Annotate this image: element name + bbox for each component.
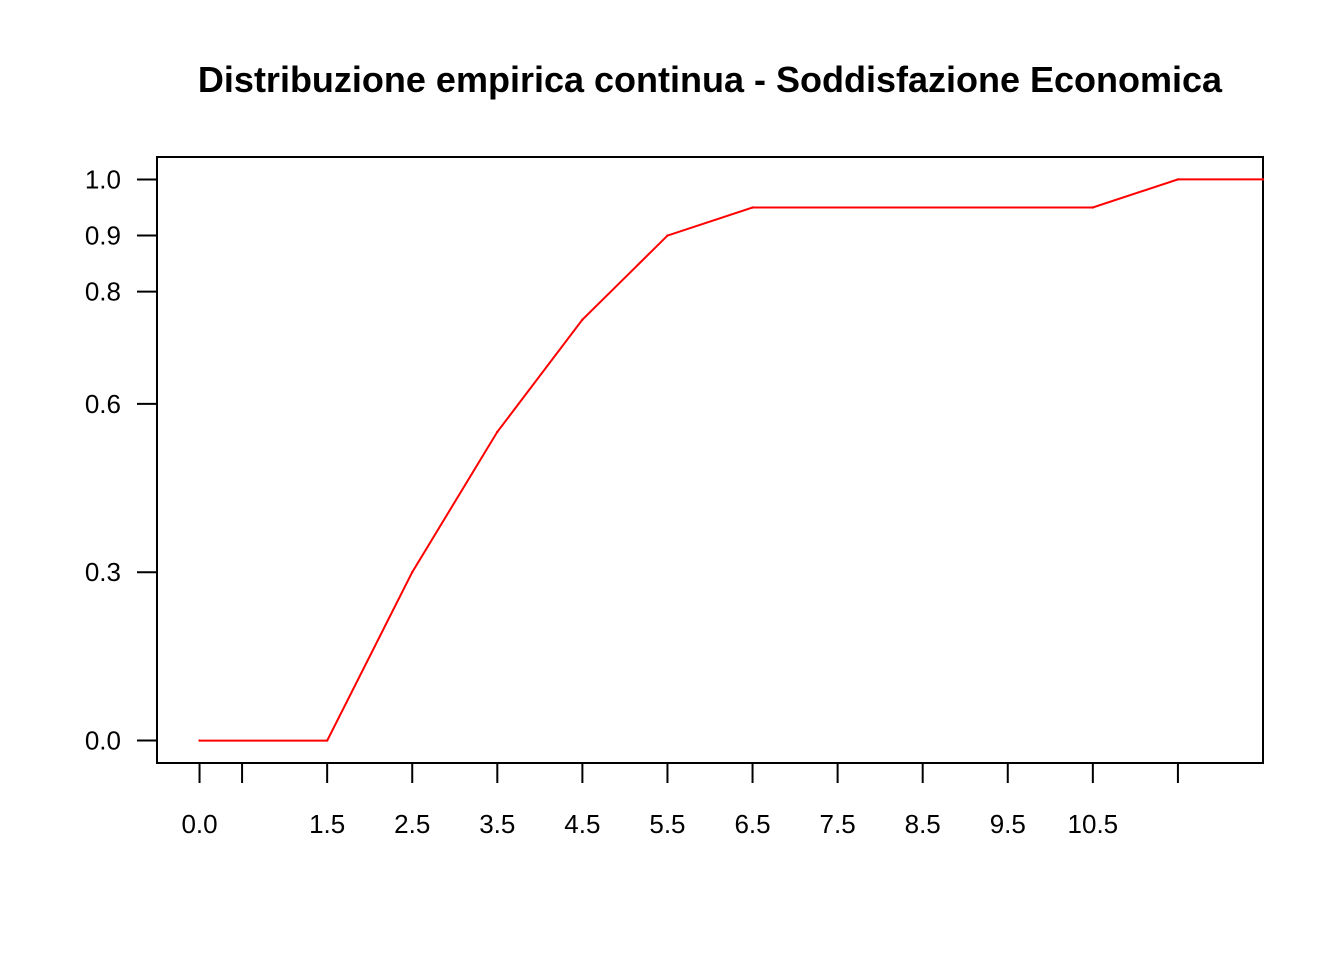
x-axis: 0.0 1.5 2.5 3.5 4.5 5.5 6.5 7.5 8.5 9.5 10.5: [181, 762, 1179, 839]
ecdf-point: [666, 234, 669, 237]
y-tick-label: 0.3: [85, 557, 121, 587]
x-tick-label: 2.5: [394, 809, 430, 839]
y-tick-label: 0.9: [85, 221, 121, 251]
ecdf-point: [198, 739, 201, 742]
y-tick-label: 1.0: [85, 164, 121, 194]
y-tick-label: 0.8: [85, 277, 121, 307]
x-tick-label: 6.5: [734, 809, 770, 839]
ecdf-point: [751, 206, 754, 209]
ecdf-point: [325, 739, 329, 742]
x-tick-label: 9.5: [990, 809, 1026, 839]
ecdf-point: [1261, 178, 1265, 181]
x-tick-label: 0.0: [181, 809, 217, 839]
y-axis: 0.0 0.3 0.6 0.8 0.9 1.0: [85, 164, 158, 756]
ecdf-point: [411, 571, 414, 574]
ecdf-point: [581, 318, 584, 321]
x-tick-label: 8.5: [905, 809, 941, 839]
ecdf-point: [1091, 206, 1095, 209]
ecdf-line: [199, 178, 1263, 742]
x-tick-label: 4.5: [564, 809, 600, 839]
x-tick-label: 5.5: [649, 809, 685, 839]
ecdf-point: [496, 430, 499, 434]
chart-title: Distribuzione empirica continua - Soddis…: [198, 59, 1223, 100]
x-tick-label: 7.5: [820, 809, 856, 839]
x-tick-label: 1.5: [309, 809, 345, 839]
ecdf-point: [1176, 178, 1180, 181]
plot-frame: [156, 156, 1264, 764]
series-layer: [198, 178, 1265, 742]
x-tick-label: 10.5: [1068, 809, 1119, 839]
x-tick-label: 3.5: [479, 809, 515, 839]
y-tick-label: 0.0: [85, 726, 121, 756]
y-tick-label: 0.6: [85, 389, 121, 419]
